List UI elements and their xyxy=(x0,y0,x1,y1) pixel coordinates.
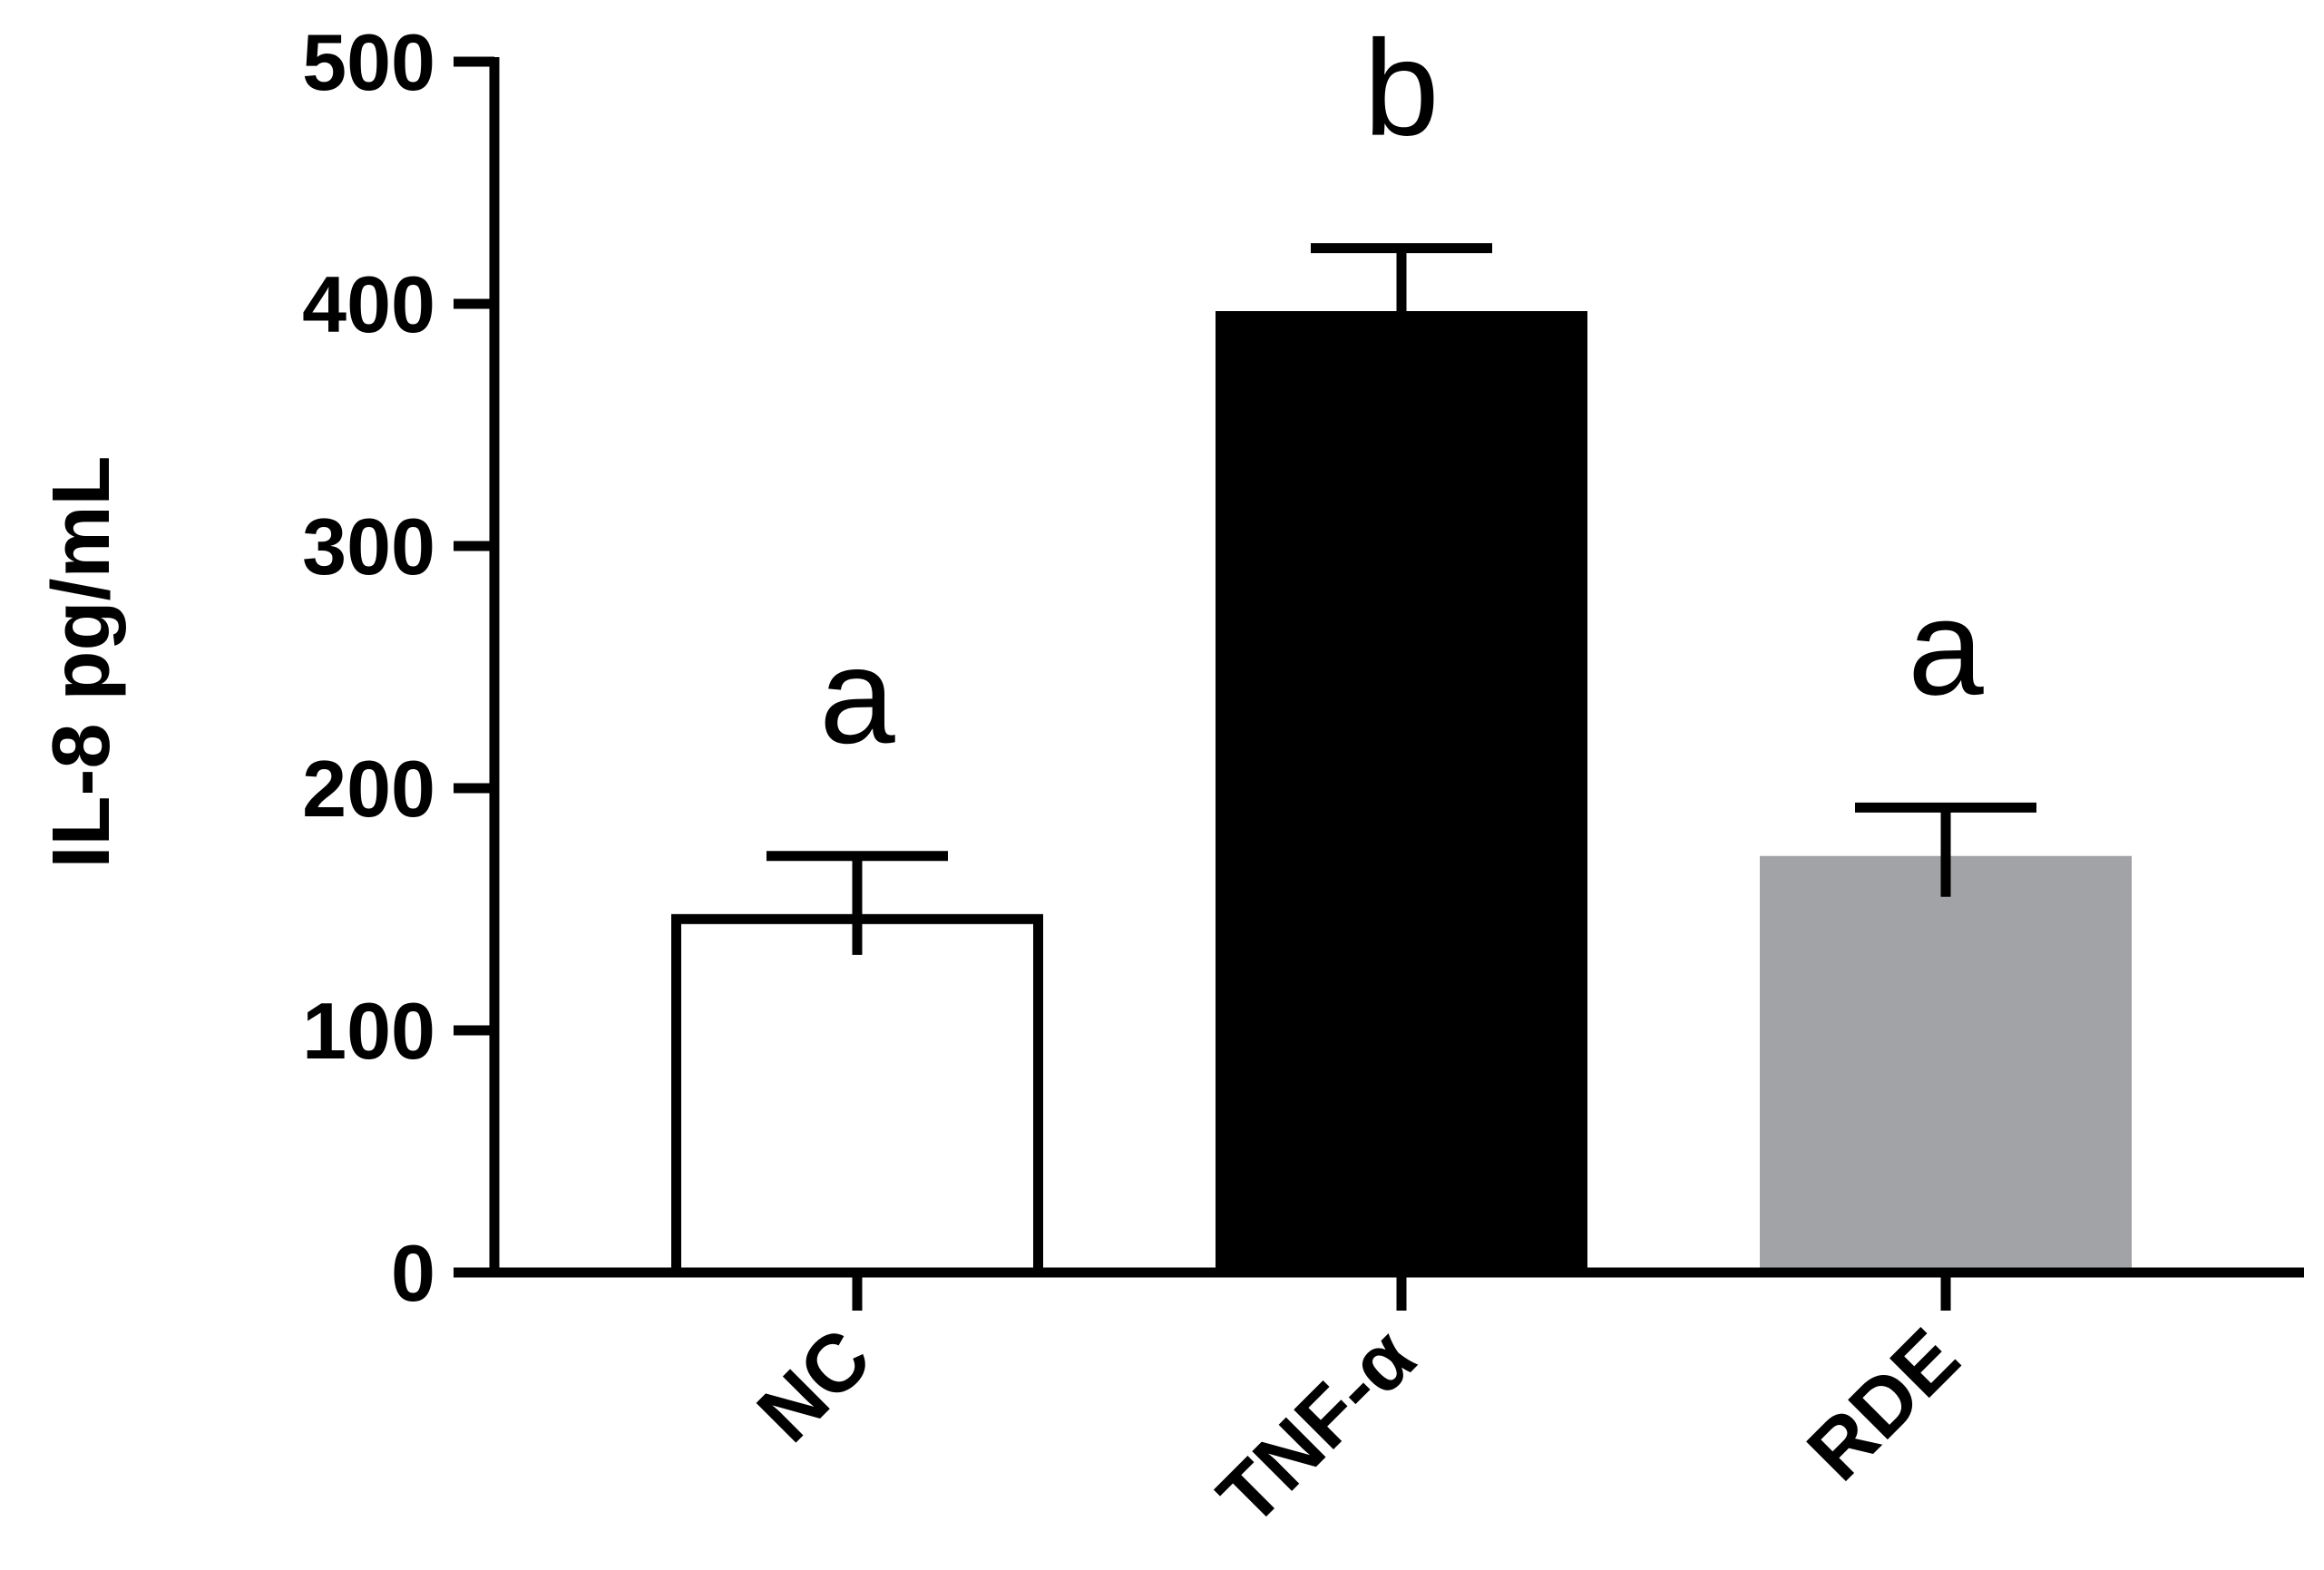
x-tick-label-0: NC xyxy=(741,1312,889,1459)
y-tick-label-3: 300 xyxy=(302,502,435,591)
x-ticks: NC TNF-α RDE xyxy=(741,1273,1977,1543)
bars-layer xyxy=(671,311,2132,1278)
y-tick-label-5: 500 xyxy=(302,17,435,107)
significance-letter-2: a xyxy=(1908,570,1984,723)
x-tick-label-1: TNF-α xyxy=(1201,1312,1432,1543)
y-axis-title: IL-8 pg/mL xyxy=(36,456,127,869)
bar-0 xyxy=(671,913,1043,1278)
bar-1 xyxy=(1216,311,1587,1278)
significance-letter-1: b xyxy=(1363,12,1439,164)
significance-letter-0: a xyxy=(819,619,895,772)
y-tick-label-2: 200 xyxy=(302,744,435,834)
y-tick-label-4: 400 xyxy=(302,259,435,349)
y-tick-label-0: 0 xyxy=(391,1228,435,1318)
y-tick-label-1: 100 xyxy=(302,986,435,1076)
x-tick-label-2: RDE xyxy=(1791,1312,1977,1497)
error-bars-layer xyxy=(767,243,2036,955)
significance-letters: a b a xyxy=(819,12,1984,772)
axes-layer xyxy=(454,57,2304,1278)
bar-2 xyxy=(1760,855,2132,1278)
y-ticks: 0 100 200 300 400 500 xyxy=(302,17,494,1318)
